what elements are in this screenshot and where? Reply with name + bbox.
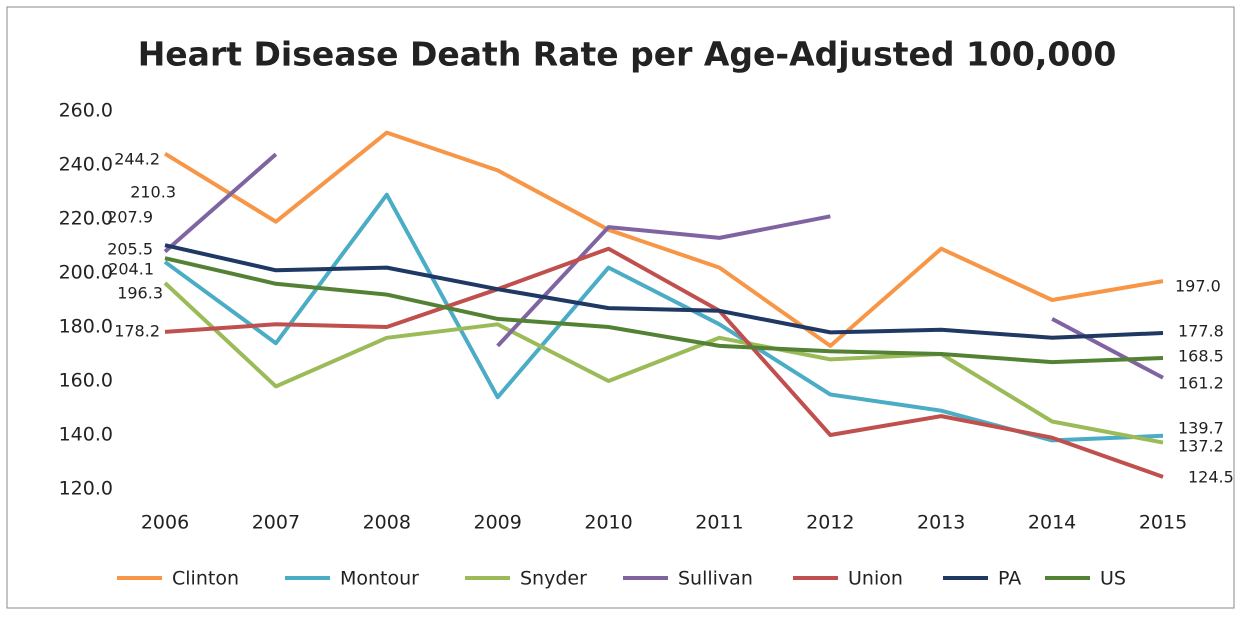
data-label: 137.2 bbox=[1178, 437, 1224, 456]
x-tick-label: 2011 bbox=[695, 512, 743, 534]
y-tick-label: 120.0 bbox=[59, 478, 113, 500]
legend-label: Union bbox=[848, 568, 903, 590]
data-label: 178.2 bbox=[114, 322, 160, 341]
legend-label: US bbox=[1100, 568, 1126, 590]
series-line bbox=[163, 152, 278, 254]
legend-label: Montour bbox=[340, 568, 419, 590]
x-tick-label: 2012 bbox=[806, 512, 854, 534]
legend-label: Clinton bbox=[172, 568, 239, 590]
y-tick-label: 180.0 bbox=[59, 316, 113, 338]
series-line bbox=[164, 256, 1164, 365]
y-tick-label: 260.0 bbox=[59, 100, 113, 122]
data-label: 196.3 bbox=[117, 284, 163, 303]
x-tick-label: 2015 bbox=[1139, 512, 1187, 534]
x-tick-label: 2007 bbox=[252, 512, 300, 534]
y-tick-label: 140.0 bbox=[59, 424, 113, 446]
x-tick-label: 2014 bbox=[1028, 512, 1076, 534]
y-tick-label: 240.0 bbox=[59, 154, 113, 176]
data-label: 168.5 bbox=[1178, 347, 1224, 366]
data-label: 204.1 bbox=[108, 260, 154, 279]
data-label: 207.9 bbox=[107, 208, 153, 227]
series-line bbox=[164, 246, 1164, 479]
data-label: 205.5 bbox=[107, 240, 153, 259]
series-line bbox=[1051, 317, 1164, 380]
x-tick-label: 2009 bbox=[473, 512, 521, 534]
data-label: 177.8 bbox=[1178, 322, 1224, 341]
chart-title: Heart Disease Death Rate per Age-Adjuste… bbox=[138, 35, 1117, 74]
legend-label: Sullivan bbox=[678, 568, 753, 590]
data-label: 161.2 bbox=[1178, 374, 1224, 393]
data-label: 124.5 bbox=[1188, 468, 1234, 487]
legend-label: PA bbox=[998, 568, 1021, 590]
x-tick-label: 2010 bbox=[584, 512, 632, 534]
data-label: 210.3 bbox=[130, 183, 176, 202]
x-tick-label: 2006 bbox=[141, 512, 189, 534]
y-tick-label: 200.0 bbox=[59, 262, 113, 284]
data-label: 244.2 bbox=[114, 150, 160, 169]
series-line bbox=[163, 281, 1164, 445]
y-tick-label: 220.0 bbox=[59, 208, 113, 230]
x-tick-label: 2008 bbox=[363, 512, 411, 534]
x-tick-label: 2013 bbox=[917, 512, 965, 534]
y-tick-label: 160.0 bbox=[59, 370, 113, 392]
legend-label: Snyder bbox=[520, 568, 587, 590]
data-label: 139.7 bbox=[1178, 419, 1224, 438]
series-line bbox=[496, 214, 831, 348]
series-line bbox=[164, 243, 1164, 340]
data-label: 197.0 bbox=[1175, 277, 1221, 296]
series-line bbox=[163, 130, 1164, 348]
